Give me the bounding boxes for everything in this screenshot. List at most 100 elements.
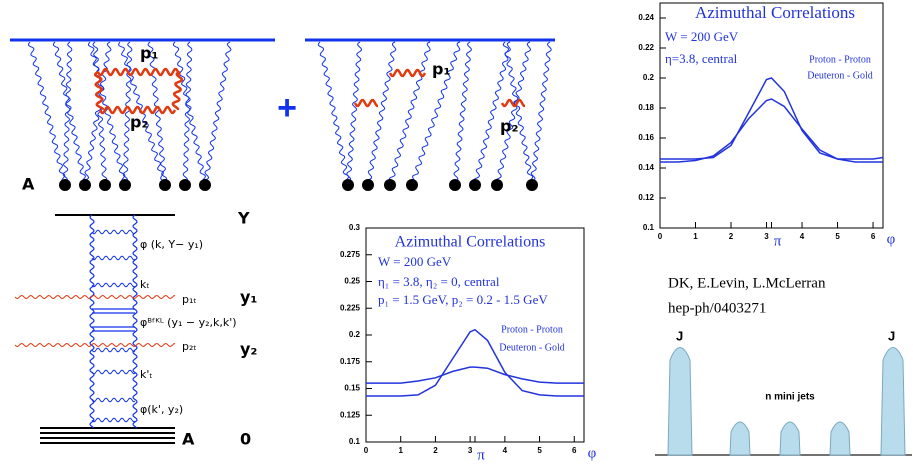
x-tick-label: 2 [729,232,734,241]
ladder-label: φ(k', y₂) [140,403,183,416]
rapidity-label: y₂ [240,340,257,359]
gluon-line [14,342,176,348]
series-line [366,366,584,384]
gluon-line [52,41,87,186]
gluon-line [202,41,232,186]
series-line [660,77,884,160]
rapidity-label: y₁ [240,288,257,307]
nucleon [119,179,131,191]
series-line [366,328,584,397]
y-tick-label: 0.15 [344,384,360,393]
jet-label: J [888,328,895,343]
y-tick-label: 0.24 [638,13,654,22]
nucleon [449,179,461,191]
chart-title: Azimuthal Correlations [695,3,855,22]
gluon-line [317,41,350,185]
gluon-line [495,41,532,185]
gluon-line [353,98,378,108]
diagram-lines [10,38,912,456]
gluon-line [473,41,511,186]
momentum-label: p₂ [500,117,518,136]
legend-label: Proton - Proton [809,54,871,65]
x-tick-label: 5 [835,232,840,241]
rapidity-label: Y [237,209,250,228]
gluon-line [91,347,136,353]
gluon-line [14,294,176,300]
gluon-line [171,70,184,111]
gluon-line [345,41,363,185]
y-tick-label: 0.1 [349,437,361,446]
ladder-label: φ (k, Y− y₁) [140,238,203,251]
ladder-label: kₜ [140,278,150,291]
y-tick-label: 0.225 [340,303,361,312]
x-tick-label: π [477,447,485,463]
gluon-line [98,105,177,115]
ladder-label: p₂ₜ [182,340,197,353]
ladder-label: k'ₜ [140,368,153,381]
y-tick-label: 0.3 [349,223,361,232]
gluon-line [91,397,136,403]
gluon-line [500,98,525,108]
x-tick-label: 3 [764,232,769,241]
y-tick-label: 0.2 [643,73,655,82]
gluon-line [147,41,168,185]
gluon-line [82,41,112,186]
gluon-line [132,214,138,429]
y-tick-label: 0.125 [340,410,361,419]
x-axis-label: φ [887,231,896,247]
nucleon [406,179,418,191]
annotation: p₁ = 1.5 GeV, p₂ = 0.2 - 1.5 GeV [378,292,548,307]
x-tick-label: 4 [503,446,508,455]
x-tick-label: 1 [398,446,403,455]
gluon-line [452,41,472,185]
gluon-line [388,41,431,186]
nucleus-label: A [22,175,35,194]
nucleon [79,179,91,191]
y-tick-label: 0.25 [344,277,360,286]
gluon-line [87,41,128,185]
gluon-line [91,229,136,235]
legend-label: Deuteron - Gold [807,70,873,81]
y-tick-label: 0.175 [340,357,361,366]
nucleus-label: A [182,430,195,449]
y-tick-label: 0.16 [638,133,654,142]
mini-jets-label: n mini jets [765,392,815,403]
chart-title: Azimuthal Correlations [395,234,546,251]
x-axis-label: φ [588,445,597,461]
legend-label: Proton - Proton [501,324,563,335]
gluon-line [91,255,136,261]
nucleon [526,179,538,191]
reference-authors: DK, E.Levin, L.McLerran [668,275,826,291]
jet-label: J [676,328,683,343]
nucleon [469,179,481,191]
series-line [660,98,883,163]
x-tick-label: 3 [468,446,473,455]
nucleon [491,179,503,191]
nucleon [99,179,111,191]
y-tick-label: 0.275 [340,250,361,259]
gluon-line [365,41,397,185]
gluon-line [91,417,136,423]
mini-jet [779,421,801,456]
gluon-line [388,68,427,78]
nucleon [199,179,211,191]
annotation: η₁ = 3.8, η₂ = 0, central [378,274,500,289]
gluon-line [62,41,73,185]
x-tick-label: 6 [572,446,577,455]
jet-peak [880,347,906,456]
momentum-label: p₁ [140,44,158,63]
x-tick-label: 4 [800,232,805,241]
gluon-line [27,41,68,185]
gluon-line [91,282,136,288]
annotation: W = 200 GeV [665,29,739,44]
annotation: η=3.8, central [665,51,738,66]
ladder-label: p₁ₜ [182,293,197,306]
x-tick-label: π [774,233,782,249]
x-tick-label: 2 [433,446,438,455]
x-tick-label: 0 [364,446,369,455]
nucleon [179,179,191,191]
gluon-line [94,70,105,110]
momentum-label: p₁ [432,60,450,79]
legend-label: Deuteron - Gold [499,342,565,353]
gluon-line [91,369,136,375]
